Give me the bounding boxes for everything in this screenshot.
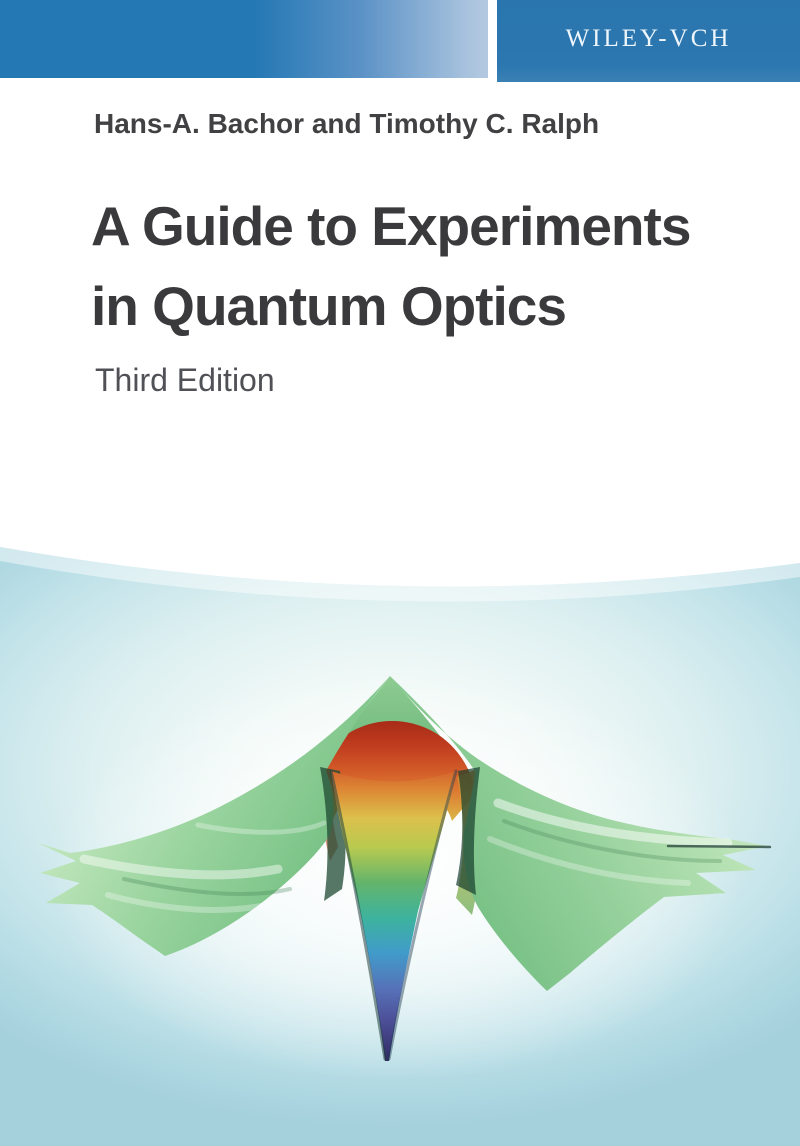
wigner-surface-illustration xyxy=(38,670,772,1078)
header-gradient-bar xyxy=(0,0,488,78)
surface-right-wing xyxy=(390,676,768,991)
publisher-logo-box: WILEY-VCH xyxy=(497,0,800,82)
surface-left-wing xyxy=(38,676,390,956)
edition-label: Third Edition xyxy=(95,362,275,398)
curved-boundary xyxy=(0,505,800,602)
cover-artwork-section xyxy=(0,505,800,1146)
funnel-edges xyxy=(329,769,458,1061)
publisher-logo: WILEY-VCH xyxy=(565,25,732,52)
book-title-line2: in Quantum Optics xyxy=(91,275,567,337)
surface-right-crease xyxy=(456,767,480,895)
header: WILEY-VCH xyxy=(0,0,800,90)
book-title-line1: A Guide to Experiments xyxy=(91,195,691,257)
wing-ripple-highlights xyxy=(79,798,772,913)
surface-funnel xyxy=(331,771,456,1061)
book-title: A Guide to Experiments in Quantum Optics xyxy=(91,186,691,346)
authors: Hans-A. Bachor and Timothy C. Ralph xyxy=(94,108,600,139)
